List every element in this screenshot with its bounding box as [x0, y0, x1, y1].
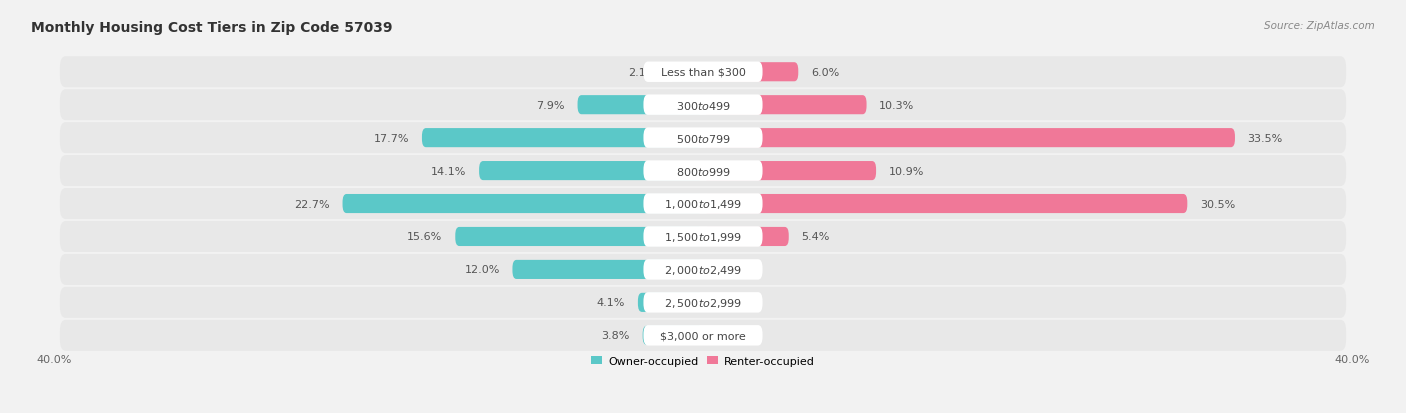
Text: $1,000 to $1,499: $1,000 to $1,499 — [664, 197, 742, 211]
Text: $1,500 to $1,999: $1,500 to $1,999 — [664, 230, 742, 243]
Text: 4.1%: 4.1% — [596, 298, 626, 308]
FancyBboxPatch shape — [479, 161, 703, 181]
FancyBboxPatch shape — [512, 260, 703, 279]
Text: 2.1%: 2.1% — [628, 68, 657, 78]
FancyBboxPatch shape — [703, 63, 799, 82]
Text: Less than $300: Less than $300 — [661, 68, 745, 78]
FancyBboxPatch shape — [703, 228, 789, 247]
FancyBboxPatch shape — [60, 123, 1346, 154]
FancyBboxPatch shape — [643, 326, 703, 345]
FancyBboxPatch shape — [60, 90, 1346, 121]
FancyBboxPatch shape — [60, 254, 1346, 285]
FancyBboxPatch shape — [644, 227, 762, 247]
Text: $300 to $499: $300 to $499 — [675, 100, 731, 112]
Text: 15.6%: 15.6% — [408, 232, 443, 242]
Text: 22.7%: 22.7% — [294, 199, 330, 209]
Text: 40.0%: 40.0% — [37, 354, 72, 364]
FancyBboxPatch shape — [644, 95, 762, 116]
Text: 0.0%: 0.0% — [716, 298, 744, 308]
Legend: Owner-occupied, Renter-occupied: Owner-occupied, Renter-occupied — [586, 351, 820, 370]
FancyBboxPatch shape — [578, 96, 703, 115]
Text: $500 to $799: $500 to $799 — [675, 132, 731, 144]
Text: 10.3%: 10.3% — [879, 100, 914, 110]
FancyBboxPatch shape — [669, 63, 703, 82]
Text: 17.7%: 17.7% — [374, 133, 409, 143]
Text: 7.9%: 7.9% — [536, 100, 565, 110]
FancyBboxPatch shape — [703, 129, 1234, 148]
Text: 10.9%: 10.9% — [889, 166, 924, 176]
Text: 12.0%: 12.0% — [464, 265, 499, 275]
FancyBboxPatch shape — [644, 161, 762, 181]
FancyBboxPatch shape — [703, 96, 866, 115]
FancyBboxPatch shape — [456, 228, 703, 247]
FancyBboxPatch shape — [644, 292, 762, 313]
FancyBboxPatch shape — [60, 221, 1346, 252]
FancyBboxPatch shape — [644, 62, 762, 83]
Text: $3,000 or more: $3,000 or more — [661, 330, 745, 340]
FancyBboxPatch shape — [60, 320, 1346, 351]
FancyBboxPatch shape — [703, 195, 1187, 214]
FancyBboxPatch shape — [60, 287, 1346, 318]
Text: $800 to $999: $800 to $999 — [675, 165, 731, 177]
Text: 40.0%: 40.0% — [1334, 354, 1369, 364]
Text: 30.5%: 30.5% — [1201, 199, 1236, 209]
Text: 14.1%: 14.1% — [432, 166, 467, 176]
FancyBboxPatch shape — [638, 293, 703, 312]
Text: 33.5%: 33.5% — [1247, 133, 1282, 143]
FancyBboxPatch shape — [703, 161, 876, 181]
Text: $2,000 to $2,499: $2,000 to $2,499 — [664, 263, 742, 276]
Text: Monthly Housing Cost Tiers in Zip Code 57039: Monthly Housing Cost Tiers in Zip Code 5… — [31, 21, 392, 35]
FancyBboxPatch shape — [422, 129, 703, 148]
FancyBboxPatch shape — [644, 260, 762, 280]
FancyBboxPatch shape — [60, 156, 1346, 187]
FancyBboxPatch shape — [644, 325, 762, 346]
Text: 0.0%: 0.0% — [716, 265, 744, 275]
Text: 3.8%: 3.8% — [602, 330, 630, 340]
FancyBboxPatch shape — [343, 195, 703, 214]
Text: 5.4%: 5.4% — [801, 232, 830, 242]
Text: $2,500 to $2,999: $2,500 to $2,999 — [664, 296, 742, 309]
Text: Source: ZipAtlas.com: Source: ZipAtlas.com — [1264, 21, 1375, 31]
FancyBboxPatch shape — [60, 189, 1346, 219]
FancyBboxPatch shape — [644, 194, 762, 214]
Text: 0.0%: 0.0% — [716, 330, 744, 340]
FancyBboxPatch shape — [644, 128, 762, 149]
Text: 6.0%: 6.0% — [811, 68, 839, 78]
FancyBboxPatch shape — [60, 57, 1346, 88]
